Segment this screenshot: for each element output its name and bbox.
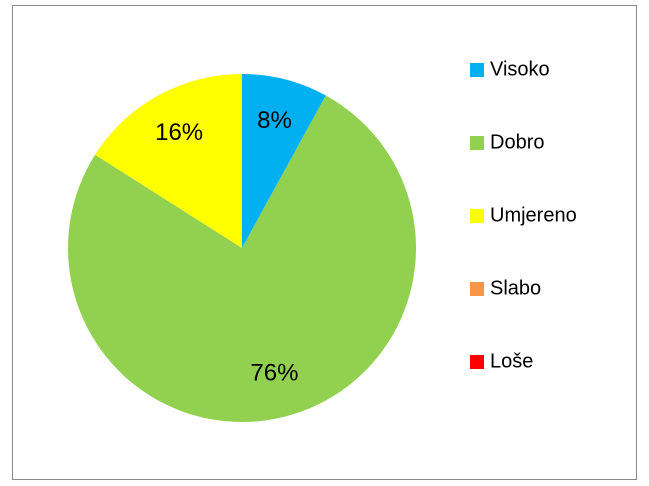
data-label: 8% <box>257 107 292 134</box>
legend-label: Loše <box>490 350 533 372</box>
data-label: 16% <box>155 119 203 146</box>
pie-slice <box>242 74 326 248</box>
pie-slice <box>95 74 242 248</box>
pie-slice <box>68 95 417 422</box>
legend-label: Dobro <box>490 131 544 153</box>
legend-label: Slabo <box>490 277 541 299</box>
legend-swatch <box>470 63 484 77</box>
legend-swatch <box>470 355 484 369</box>
data-label: 76% <box>250 360 298 387</box>
legend-label: Umjereno <box>490 204 577 226</box>
legend-swatch <box>470 136 484 150</box>
legend-label: Visoko <box>490 58 550 80</box>
legend-swatch <box>470 282 484 296</box>
legend-swatch <box>470 209 484 223</box>
